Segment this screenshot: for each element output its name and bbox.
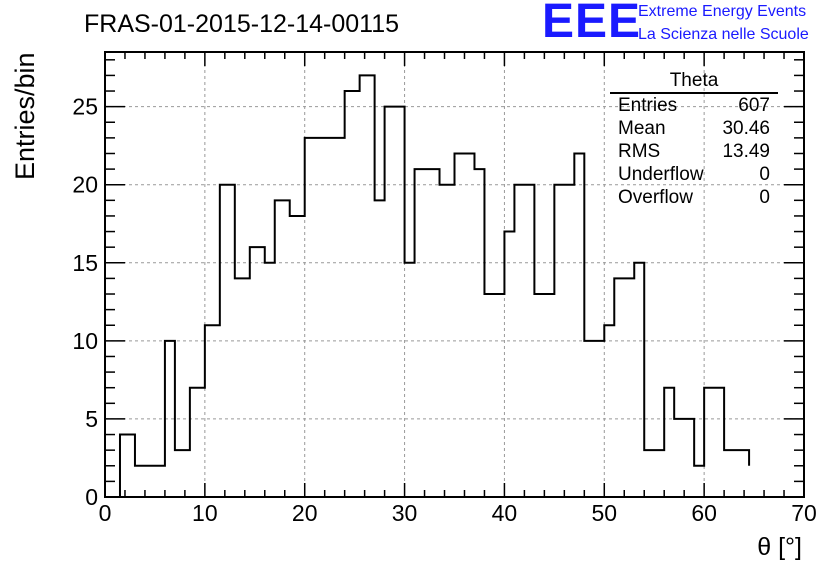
histogram-line (118, 74, 751, 497)
stats-value: 607 (738, 95, 770, 116)
stats-row-underflow: Underflow 0 (610, 163, 778, 186)
x-tick-label: 70 (791, 500, 817, 526)
axis-ticks (104, 52, 805, 498)
logo-line-1: Extreme Energy Events (638, 3, 807, 20)
grid-lines (105, 52, 804, 497)
x-tick-label: 30 (392, 500, 418, 526)
stats-value: 30.46 (722, 118, 770, 139)
x-tick-label: 10 (192, 500, 218, 526)
y-axis-label: Entries/bin (10, 52, 40, 180)
stats-label: Overflow (618, 187, 693, 208)
eee-logo: EEE (542, 0, 642, 48)
y-tick-label: 20 (72, 172, 98, 198)
x-tick-labels: 0 10 20 30 40 50 60 70 (99, 500, 817, 526)
stats-value: 13.49 (722, 141, 770, 162)
stats-row-entries: Entries 607 (610, 94, 778, 117)
y-tick-label: 5 (85, 406, 98, 432)
stats-row-mean: Mean 30.46 (610, 117, 778, 140)
stats-label: RMS (618, 141, 661, 162)
x-tick-label: 20 (292, 500, 318, 526)
y-tick-label: 25 (72, 94, 98, 120)
stats-label: Mean (618, 118, 666, 139)
y-tick-labels: 0 5 10 15 20 25 (72, 94, 98, 510)
plot-frame (104, 51, 805, 498)
y-tick-label: 15 (72, 250, 98, 276)
x-axis-label: θ [°] (757, 533, 802, 561)
stats-row-rms: RMS 13.49 (610, 140, 778, 163)
stats-title: Theta (610, 70, 778, 94)
chart-title: FRAS-01-2015-12-14-00115 (84, 10, 400, 38)
x-tick-label: 50 (591, 500, 617, 526)
x-tick-label: 40 (492, 500, 518, 526)
x-tick-label: 60 (691, 500, 717, 526)
stats-value: 0 (759, 187, 770, 208)
x-tick-label: 0 (99, 500, 112, 526)
stats-row-overflow: Overflow 0 (610, 186, 778, 209)
stats-value: 0 (759, 164, 770, 185)
logo-line-2: La Scienza nelle Scuole (638, 26, 809, 43)
stats-label: Entries (618, 95, 678, 116)
stats-label: Underflow (618, 164, 704, 185)
y-tick-label: 10 (72, 328, 98, 354)
stats-box: Theta Entries 607 Mean 30.46 RMS 13.49 U… (610, 70, 778, 209)
y-tick-label: 0 (85, 484, 98, 510)
